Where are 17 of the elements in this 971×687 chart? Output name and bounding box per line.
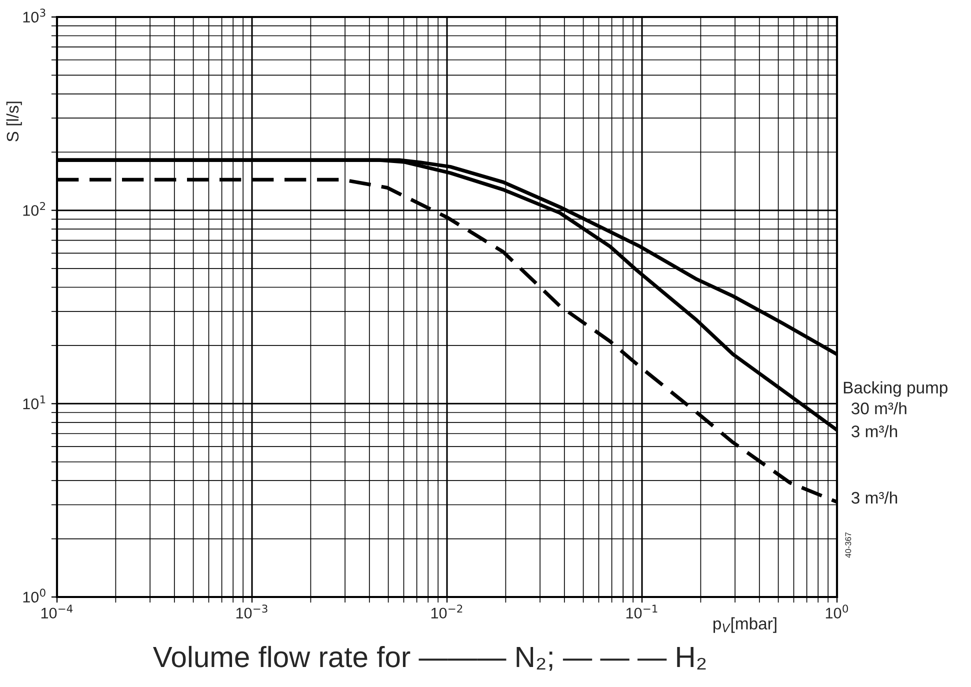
x-tick-label: 10$^{0}$ [826,604,848,619]
y-tick-label: 10$^{3}$ [23,8,46,23]
y-tick-label: 10$^{0}$ [23,588,46,603]
x-tick-label: 10$^{−4}$ [41,604,73,619]
text: Volume flow rate for ——— N₂; — — — H₂ [153,646,706,671]
text: Backing pump [844,381,948,397]
y-axis-title: S [l/s] [6,102,22,142]
x-tick-label: 10$^{−2}$ [431,604,462,619]
text: 30 m³/h [852,402,906,414]
series-label: 3 m³/h [852,425,898,438]
x-tick-label: 10$^{−3}$ [236,604,268,619]
x-tick-label: 10$^{−1}$ [626,604,658,619]
text: 40-367 [845,532,852,558]
y-tick-label: 10$^{2}$ [23,202,46,216]
x-axis-title: p$_{V}$[mbar] [713,617,776,633]
y-tick-label: 10$^{1}$ [23,395,46,410]
series-label: 3 m³/h [852,491,898,504]
